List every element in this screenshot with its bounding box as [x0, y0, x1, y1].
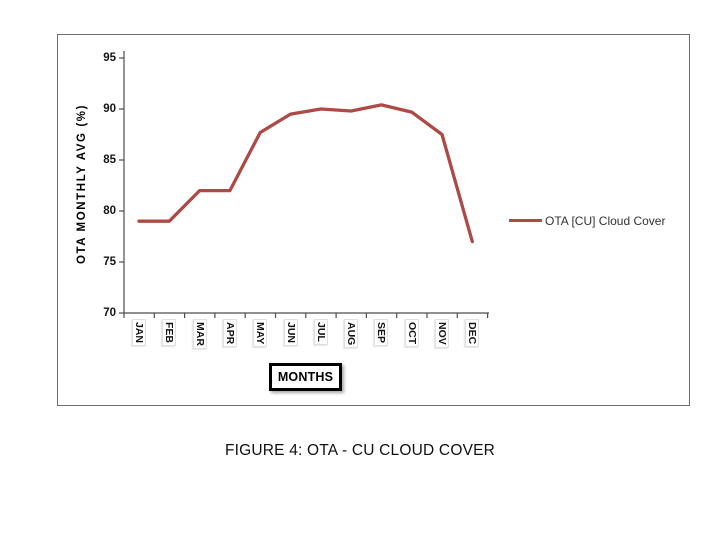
y-axis-title: OTA MONTHLY AVG (%) — [76, 103, 88, 265]
x-axis-title: MONTHS — [277, 370, 334, 384]
x-tick-label: MAR — [192, 319, 207, 349]
y-tick-label: 90 — [103, 103, 116, 115]
y-tick-label: 95 — [103, 52, 116, 64]
legend-label: OTA [CU] Cloud Cover — [545, 213, 666, 228]
x-axis-title-box: MONTHS — [269, 363, 342, 391]
x-tick-label: MAY — [253, 319, 268, 348]
y-tick-label: 75 — [103, 256, 116, 268]
x-tick-label: APR — [222, 319, 237, 348]
x-tick-label: JUL — [313, 319, 328, 345]
x-tick-label: JAN — [132, 319, 146, 347]
x-tick-label: JUN — [283, 319, 298, 347]
y-tick-label: 70 — [103, 307, 116, 319]
plot-area — [119, 51, 489, 318]
x-tick-label: OCT — [404, 319, 419, 348]
x-tick-label: DEC — [465, 319, 480, 348]
x-tick-label: SEP — [374, 319, 389, 347]
figure-caption: FIGURE 4: OTA - CU CLOUD COVER — [224, 442, 496, 459]
legend-line-swatch — [509, 218, 542, 223]
y-tick-label: 85 — [103, 154, 116, 166]
chart-frame: OTA MONTHLY AVG (%) 95 90 85 80 75 70 JAN FEB M… — [57, 34, 690, 406]
x-tick-label: FEB — [162, 319, 177, 346]
y-tick-label: 80 — [103, 205, 116, 217]
x-tick-label: NOV — [435, 319, 449, 348]
x-tick-label: AUG — [344, 319, 359, 349]
data-line — [137, 103, 474, 244]
legend: OTA [CU] Cloud Cover — [509, 212, 665, 229]
